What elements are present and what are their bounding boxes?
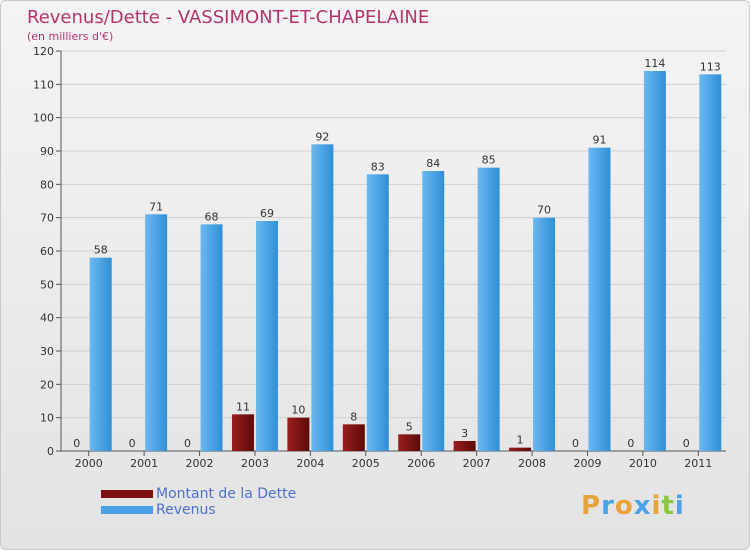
data-label-revenus: 58: [94, 244, 108, 257]
bar-revenus: [145, 214, 168, 451]
y-tick-label: 120: [33, 45, 54, 58]
data-label-revenus: 114: [644, 57, 665, 70]
x-tick-label: 2008: [518, 457, 546, 470]
bar-revenus: [255, 221, 278, 451]
x-tick-label: 2001: [130, 457, 158, 470]
data-label-revenus: 113: [700, 60, 721, 73]
y-tick-label: 100: [33, 112, 54, 125]
y-tick-label: 10: [40, 412, 54, 425]
data-label-dette: 0: [73, 437, 80, 450]
x-tick-label: 2006: [407, 457, 435, 470]
data-label-dette: 0: [627, 437, 634, 450]
bar-revenus: [643, 71, 666, 451]
bar-dette: [453, 441, 476, 451]
y-tick-label: 60: [40, 245, 54, 258]
logo-letter: i: [674, 491, 685, 521]
y-tick-label: 90: [40, 145, 54, 158]
data-label-dette: 1: [517, 434, 524, 447]
bar-dette: [342, 424, 365, 451]
data-label-dette: 3: [461, 427, 468, 440]
data-label-dette: 8: [350, 410, 357, 423]
y-tick-label: 30: [40, 345, 54, 358]
logo-letter: r: [601, 491, 615, 521]
y-tick-label: 0: [47, 445, 54, 458]
x-tick-label: 2009: [573, 457, 601, 470]
x-tick-label: 2000: [75, 457, 103, 470]
bar-dette: [231, 414, 254, 451]
data-label-dette: 5: [406, 420, 413, 433]
bar-revenus: [699, 74, 722, 451]
data-label-revenus: 69: [260, 207, 274, 220]
x-tick-label: 2011: [684, 457, 712, 470]
data-label-dette: 0: [683, 437, 690, 450]
x-tick-label: 2010: [629, 457, 657, 470]
bar-dette: [398, 434, 421, 451]
data-label-dette: 0: [129, 437, 136, 450]
bar-revenus: [89, 257, 112, 451]
legend-swatch-revenus: [101, 506, 153, 514]
logo-letter: x: [633, 491, 652, 521]
legend-label-revenus: Revenus: [156, 502, 216, 518]
x-tick-label: 2002: [186, 457, 214, 470]
y-tick-label: 110: [33, 78, 54, 91]
y-tick-label: 80: [40, 178, 54, 191]
y-tick-label: 20: [40, 378, 54, 391]
x-tick-label: 2003: [241, 457, 269, 470]
x-tick-label: 2005: [352, 457, 380, 470]
logo-letter: o: [614, 491, 634, 521]
data-label-dette: 0: [572, 437, 579, 450]
bar-revenus: [200, 224, 223, 451]
legend-label-dette: Montant de la Dette: [156, 486, 297, 502]
data-label-dette: 10: [291, 404, 305, 417]
bar-dette: [509, 447, 532, 451]
data-label-dette: 11: [236, 400, 250, 413]
x-tick-label: 2004: [296, 457, 324, 470]
logo-letter: P: [581, 491, 602, 521]
logo-letter: t: [661, 491, 675, 521]
chart-title: Revenus/Dette - VASSIMONT-ET-CHAPELAINE: [27, 7, 430, 28]
bar-revenus: [588, 147, 611, 451]
data-label-revenus: 83: [371, 160, 385, 173]
bar-revenus: [533, 217, 556, 451]
data-label-revenus: 71: [149, 200, 163, 213]
bar-revenus: [366, 174, 389, 452]
bar-revenus: [422, 171, 445, 451]
bar-dette: [287, 417, 310, 451]
data-label-revenus: 92: [315, 130, 329, 143]
x-tick-label: 2007: [463, 457, 491, 470]
data-label-revenus: 91: [592, 134, 606, 147]
logo-letter: i: [651, 491, 662, 521]
data-label-revenus: 84: [426, 157, 440, 170]
chart-subtitle: (en milliers d'€): [27, 30, 114, 43]
proxiti-logo: Proxiti: [581, 491, 685, 521]
y-tick-label: 40: [40, 312, 54, 325]
y-tick-label: 50: [40, 278, 54, 291]
y-tick-label: 70: [40, 212, 54, 225]
bar-revenus: [477, 167, 500, 451]
data-label-revenus: 70: [537, 204, 551, 217]
data-label-dette: 0: [184, 437, 191, 450]
data-label-revenus: 85: [482, 154, 496, 167]
data-label-revenus: 68: [205, 210, 219, 223]
bar-revenus: [311, 144, 334, 452]
legend-swatch-dette: [101, 490, 153, 498]
